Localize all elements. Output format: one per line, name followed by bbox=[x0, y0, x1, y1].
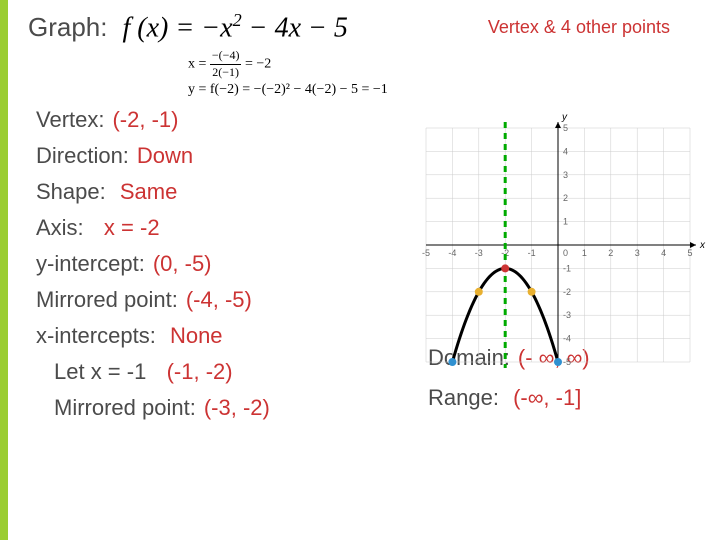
svg-text:1: 1 bbox=[563, 217, 568, 227]
svg-text:y: y bbox=[561, 112, 568, 123]
coordinate-chart: xy-5-4-3-2-112345-5-4-3-2-1123450 bbox=[408, 110, 708, 380]
svg-text:2: 2 bbox=[563, 193, 568, 203]
svg-text:3: 3 bbox=[563, 170, 568, 180]
svg-text:1: 1 bbox=[582, 248, 587, 258]
svg-text:-2: -2 bbox=[563, 287, 571, 297]
graph-label: Graph: bbox=[28, 12, 108, 43]
svg-text:3: 3 bbox=[635, 248, 640, 258]
svg-text:-4: -4 bbox=[448, 248, 456, 258]
svg-text:-1: -1 bbox=[563, 263, 571, 273]
range-row: Range: (-∞, -1] bbox=[428, 385, 590, 411]
work-steps: x = −(−4)2(−1) = −2 y = f(−2) = −(−2)² −… bbox=[188, 48, 720, 98]
function-formula: f (x) = −x2 − 4x − 5 bbox=[123, 10, 348, 44]
svg-text:-5: -5 bbox=[563, 357, 571, 367]
mirrored-point-2-row: Mirrored point: (-3, -2) bbox=[54, 395, 720, 421]
svg-text:-1: -1 bbox=[528, 248, 536, 258]
svg-text:-5: -5 bbox=[422, 248, 430, 258]
svg-text:4: 4 bbox=[563, 146, 568, 156]
svg-text:-4: -4 bbox=[563, 334, 571, 344]
svg-text:0: 0 bbox=[563, 248, 568, 258]
svg-text:4: 4 bbox=[661, 248, 666, 258]
svg-text:-3: -3 bbox=[563, 310, 571, 320]
svg-text:x: x bbox=[699, 240, 706, 251]
svg-text:5: 5 bbox=[563, 123, 568, 133]
svg-text:5: 5 bbox=[687, 248, 692, 258]
svg-text:2: 2 bbox=[608, 248, 613, 258]
svg-text:-3: -3 bbox=[475, 248, 483, 258]
vertex-points-note: Vertex & 4 other points bbox=[488, 17, 670, 38]
